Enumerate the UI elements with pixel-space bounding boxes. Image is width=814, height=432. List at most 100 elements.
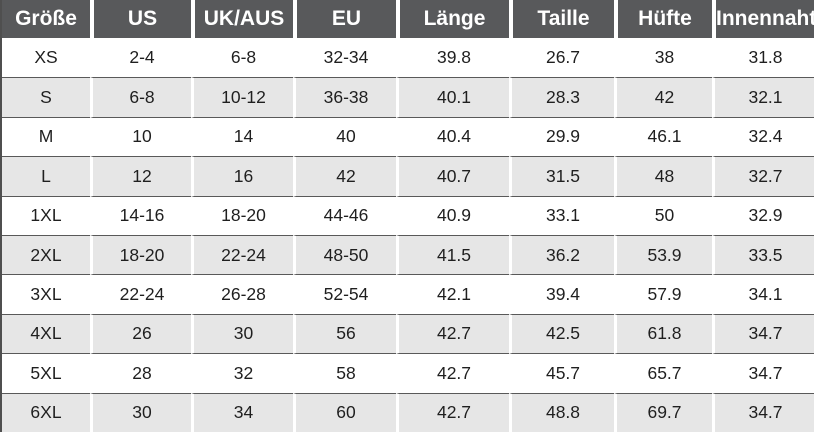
size-label-cell: S (2, 77, 90, 117)
value-cell: 26-28 (191, 274, 293, 314)
table-row: S 6-8 10-12 36-38 40.1 28.3 42 32.1 (2, 77, 814, 117)
value-cell: 28.3 (509, 77, 614, 117)
value-cell: 12 (90, 156, 191, 196)
value-cell: 34.7 (712, 313, 814, 354)
value-cell: 42.1 (396, 274, 509, 314)
value-cell: 32.1 (712, 77, 814, 117)
value-cell: 40.1 (396, 77, 509, 117)
value-cell: 41.5 (396, 234, 509, 275)
value-cell: 29.9 (509, 116, 614, 157)
table-body: XS 2-4 6-8 32-34 39.8 26.7 38 31.8 S 6-8 10-12 36-3… (2, 38, 814, 432)
value-cell: 48-50 (293, 234, 396, 275)
table-row: 1XL 14-16 18-20 44-46 40.9 33.1 50 32.9 (2, 195, 814, 235)
size-label-cell: XS (2, 38, 90, 78)
value-cell: 6-8 (191, 38, 293, 78)
value-cell: 10 (90, 116, 191, 157)
column-header-2: UK/AUS (191, 0, 293, 38)
size-label-cell: 4XL (2, 313, 90, 354)
value-cell: 33.5 (712, 234, 814, 275)
column-header-4: Länge (396, 0, 509, 38)
value-cell: 32 (191, 353, 293, 393)
table-row: 4XL 26 30 56 42.7 42.5 61.8 34.7 (2, 313, 814, 354)
value-cell: 39.4 (509, 274, 614, 314)
value-cell: 57.9 (614, 274, 712, 314)
value-cell: 56 (293, 313, 396, 354)
value-cell: 61.8 (614, 313, 712, 354)
value-cell: 34.7 (712, 353, 814, 393)
value-cell: 42.7 (396, 353, 509, 393)
value-cell: 38 (614, 38, 712, 78)
table-row: 6XL 30 34 60 42.7 48.8 69.7 34.7 (2, 392, 814, 432)
size-label-cell: 1XL (2, 195, 90, 235)
value-cell: 18-20 (90, 234, 191, 275)
value-cell: 31.5 (509, 156, 614, 196)
value-cell: 34 (191, 392, 293, 432)
column-header-0: Größe (2, 0, 90, 38)
value-cell: 46.1 (614, 116, 712, 157)
column-header-5: Taille (509, 0, 614, 38)
value-cell: 69.7 (614, 392, 712, 432)
header-row: Größe US UK/AUS EU Länge Taille Hüfte Innennaht (2, 0, 814, 38)
value-cell: 65.7 (614, 353, 712, 393)
value-cell: 42 (293, 156, 396, 196)
value-cell: 32.4 (712, 116, 814, 157)
value-cell: 18-20 (191, 195, 293, 235)
table-row: 2XL 18-20 22-24 48-50 41.5 36.2 53.9 33.5 (2, 234, 814, 275)
table-row: 5XL 28 32 58 42.7 45.7 65.7 34.7 (2, 353, 814, 393)
value-cell: 42.7 (396, 392, 509, 432)
value-cell: 40.7 (396, 156, 509, 196)
value-cell: 53.9 (614, 234, 712, 275)
value-cell: 22-24 (191, 234, 293, 275)
value-cell: 26.7 (509, 38, 614, 78)
value-cell: 31.8 (712, 38, 814, 78)
size-label-cell: 5XL (2, 353, 90, 393)
value-cell: 14-16 (90, 195, 191, 235)
value-cell: 28 (90, 353, 191, 393)
table-row: L 12 16 42 40.7 31.5 48 32.7 (2, 156, 814, 196)
value-cell: 40 (293, 116, 396, 157)
table-row: XS 2-4 6-8 32-34 39.8 26.7 38 31.8 (2, 38, 814, 78)
size-label-cell: 2XL (2, 234, 90, 275)
value-cell: 52-54 (293, 274, 396, 314)
value-cell: 60 (293, 392, 396, 432)
value-cell: 50 (614, 195, 712, 235)
value-cell: 30 (191, 313, 293, 354)
size-label-cell: 3XL (2, 274, 90, 314)
value-cell: 33.1 (509, 195, 614, 235)
table-row: 3XL 22-24 26-28 52-54 42.1 39.4 57.9 34.1 (2, 274, 814, 314)
column-header-1: US (90, 0, 191, 38)
value-cell: 26 (90, 313, 191, 354)
value-cell: 32.9 (712, 195, 814, 235)
value-cell: 14 (191, 116, 293, 157)
column-header-6: Hüfte (614, 0, 712, 38)
value-cell: 30 (90, 392, 191, 432)
value-cell: 32.7 (712, 156, 814, 196)
value-cell: 42.7 (396, 313, 509, 354)
value-cell: 22-24 (90, 274, 191, 314)
size-label-cell: 6XL (2, 392, 90, 432)
size-label-cell: L (2, 156, 90, 196)
value-cell: 42 (614, 77, 712, 117)
value-cell: 32-34 (293, 38, 396, 78)
value-cell: 44-46 (293, 195, 396, 235)
value-cell: 58 (293, 353, 396, 393)
value-cell: 36-38 (293, 77, 396, 117)
value-cell: 48.8 (509, 392, 614, 432)
value-cell: 2-4 (90, 38, 191, 78)
value-cell: 16 (191, 156, 293, 196)
size-label-cell: M (2, 116, 90, 157)
table-row: M 10 14 40 40.4 29.9 46.1 32.4 (2, 116, 814, 157)
value-cell: 45.7 (509, 353, 614, 393)
value-cell: 10-12 (191, 77, 293, 117)
value-cell: 36.2 (509, 234, 614, 275)
value-cell: 48 (614, 156, 712, 196)
value-cell: 42.5 (509, 313, 614, 354)
value-cell: 34.7 (712, 392, 814, 432)
value-cell: 39.8 (396, 38, 509, 78)
value-cell: 40.9 (396, 195, 509, 235)
value-cell: 34.1 (712, 274, 814, 314)
value-cell: 40.4 (396, 116, 509, 157)
column-header-3: EU (293, 0, 396, 38)
column-header-7: Innennaht (712, 0, 814, 38)
